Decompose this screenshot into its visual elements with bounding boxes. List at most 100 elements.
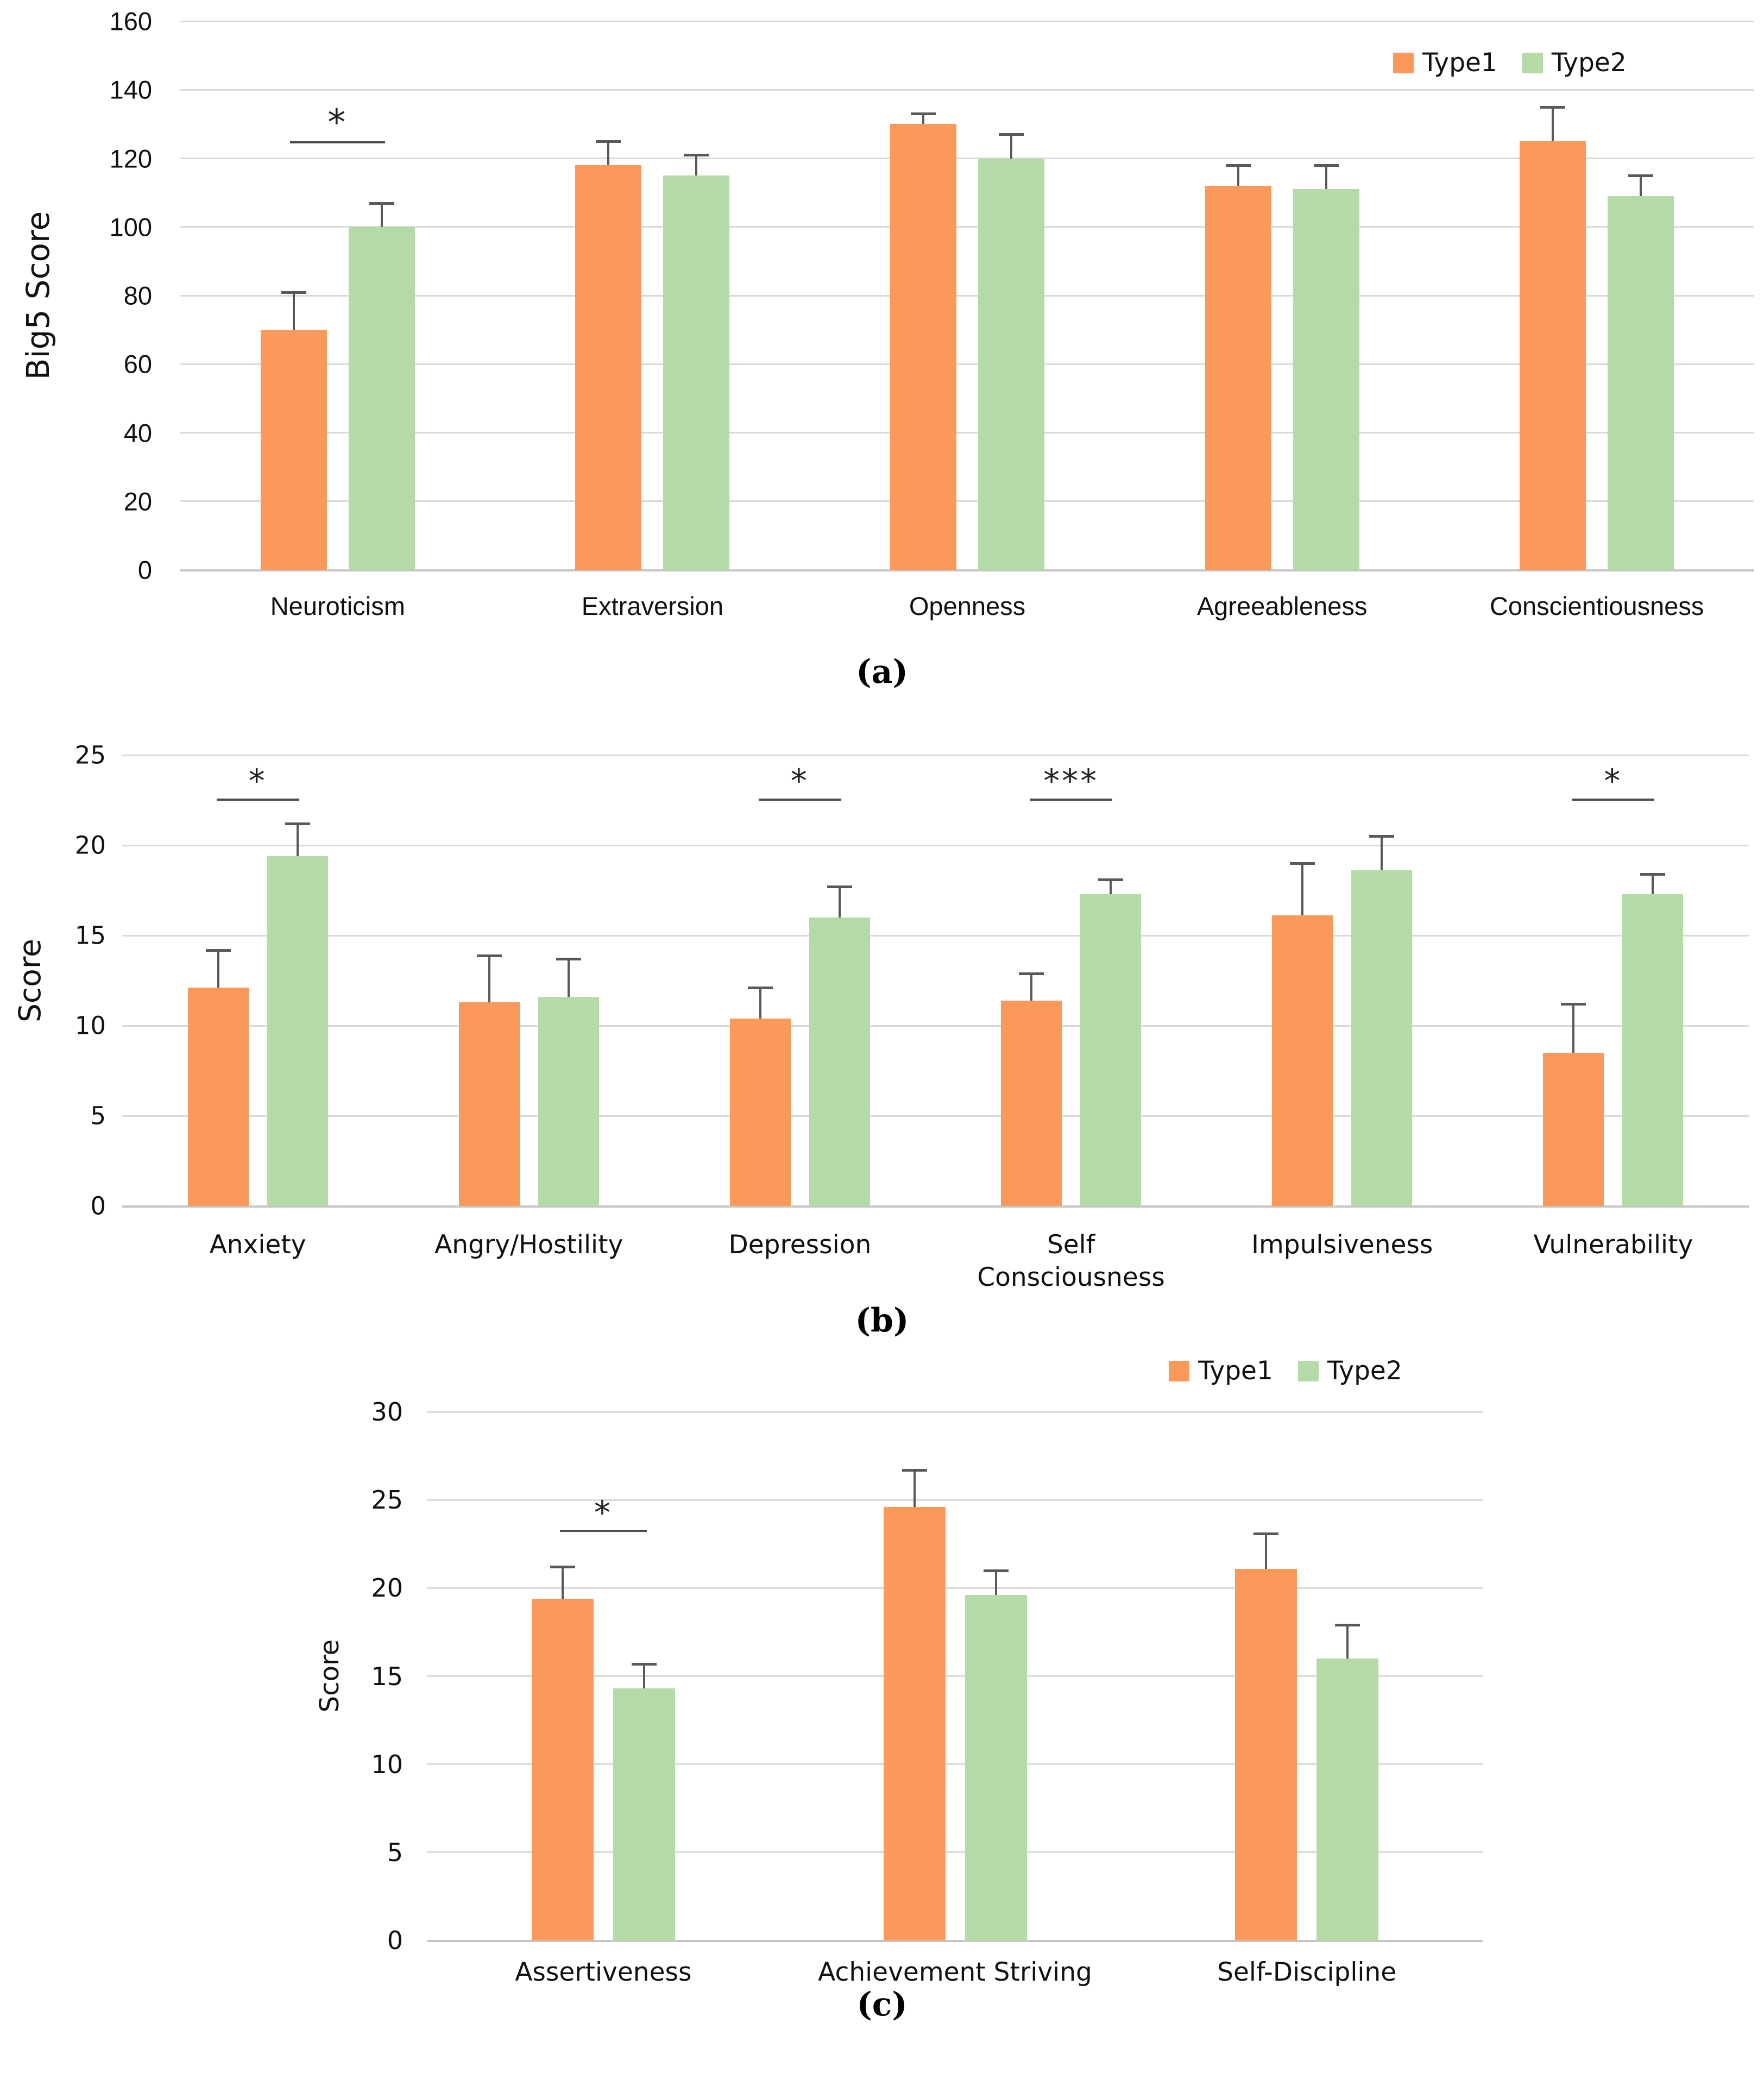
a-error-bar-type2-openness [1010,134,1012,159]
b-y-tick-label-15: 15 [74,921,106,950]
c-error-cap-type1-achievement-striving [902,1469,927,1472]
b-significance-label-self-consciousness: *** [1043,762,1099,801]
c-error-bar-type2-self-discipline [1346,1625,1349,1659]
a-bar-type2-openness [978,158,1044,570]
a-gridline-60 [180,363,1754,365]
b-gridline-15 [122,934,1749,937]
c-gridline-0 [427,1939,1483,1942]
a-significance-label-neuroticism: * [327,101,348,143]
c-y-tick-label-20: 20 [371,1573,403,1603]
a-gridline-80 [180,294,1754,297]
a-y-tick-label-140: 140 [109,75,152,104]
a-bar-type2-neuroticism [348,227,415,570]
c-y-tick-label-5: 5 [387,1837,403,1867]
a-x-category-label-openness: Openness [909,592,1026,620]
panel-caption-a: (a) [856,653,908,691]
a-error-bar-type2-neuroticism [380,203,383,227]
a-bar-type1-openness [890,124,956,570]
b-x-category-label-self-consciousness: Self Consciousness [977,1230,1165,1293]
c-error-bar-type2-achievement-striving [994,1570,997,1595]
b-bar-type1-depression [729,1018,791,1206]
b-error-cap-type2-anxiety [285,822,310,826]
b-significance-label-anxiety: * [248,762,267,801]
b-x-category-label-angry-hostility: Angry/Hostility [434,1230,623,1260]
b-error-cap-type2-self-consciousness [1098,878,1124,882]
a-error-cap-type2-neuroticism [369,202,394,205]
a-significance-line-neuroticism [290,141,386,143]
c-error-bar-type2-assertiveness [642,1663,645,1689]
b-error-cap-type2-impulsiveness [1369,835,1395,838]
a-error-cap-type1-extraversion [596,140,621,143]
b-gridline-0 [122,1205,1749,1208]
b-error-cap-type1-vulnerability [1561,1003,1586,1006]
b-x-category-label-impulsiveness: Impulsiveness [1251,1230,1433,1260]
a-error-bar-type2-agreeableness [1325,165,1327,190]
a-gridline-100 [180,226,1754,228]
c-error-cap-type2-achievement-striving [983,1569,1009,1572]
a-bar-type2-conscientiousness [1608,196,1674,570]
a-y-tick-label-160: 160 [109,7,152,36]
a-y-tick-label-40: 40 [123,418,152,447]
a-y-tick-label-0: 0 [137,555,152,585]
a-gridline-40 [180,432,1754,434]
b-error-bar-type2-anxiety [296,824,299,856]
c-significance-line-assertiveness [559,1530,647,1532]
b-bar-type2-self-consciousness [1080,894,1142,1206]
c-error-bar-type1-achievement-striving [913,1470,916,1507]
b-y-tick-label-0: 0 [90,1191,106,1221]
a-error-bar-type1-openness [922,114,924,124]
a-error-bar-type2-conscientiousness [1640,175,1642,196]
c-error-cap-type2-self-discipline [1335,1624,1360,1627]
c-y-tick-label-10: 10 [371,1749,403,1779]
legend-label-type2: Type2 [1551,48,1627,78]
c-error-bar-type1-assertiveness [561,1567,564,1599]
c-error-cap-type2-assertiveness [631,1662,657,1666]
c-x-category-label-assertiveness: Assertiveness [515,1957,692,1987]
a-bar-type1-conscientiousness [1520,141,1586,570]
y-axis-title-panel-c: Score [314,1639,345,1713]
b-significance-label-vulnerability: * [1604,762,1623,801]
b-error-cap-type1-angry-hostility [476,954,502,957]
b-y-tick-label-5: 5 [90,1101,106,1130]
b-bar-type2-angry-hostility [538,996,599,1206]
legend-label-type1: Type1 [1422,48,1497,78]
b-x-category-label-vulnerability: Vulnerability [1533,1230,1693,1260]
b-gridline-5 [122,1115,1749,1117]
b-gridline-10 [122,1025,1749,1027]
b-error-bar-type1-impulsiveness [1301,863,1304,916]
a-bar-type1-agreeableness [1205,186,1271,570]
c-error-cap-type1-self-discipline [1253,1532,1279,1535]
c-bar-type2-self-discipline [1316,1659,1379,1940]
b-bar-type1-angry-hostility [458,1002,520,1206]
c-bar-type1-self-discipline [1235,1568,1297,1940]
c-gridline-10 [427,1763,1483,1766]
b-error-bar-type1-depression [759,988,761,1019]
a-error-cap-type1-openness [911,112,936,116]
b-significance-line-self-consciousness [1030,798,1113,801]
c-gridline-20 [427,1587,1483,1589]
b-y-tick-label-10: 10 [74,1011,106,1040]
b-y-tick-label-20: 20 [74,831,106,860]
b-error-bar-type1-anxiety [217,950,219,988]
a-error-bar-type2-extraversion [695,155,698,176]
b-error-bar-type2-depression [838,887,841,918]
legend-label-type1: Type1 [1198,1356,1273,1386]
a-bar-type1-extraversion [575,165,642,570]
b-bar-type2-vulnerability [1622,894,1684,1206]
a-x-category-label-conscientiousness: Conscientiousness [1489,592,1704,620]
c-significance-label-assertiveness: * [594,1494,613,1532]
a-error-bar-type1-extraversion [607,141,610,166]
y-axis-title-panel-a: Big5 Score [20,211,56,380]
b-bar-type2-depression [809,917,870,1206]
a-error-cap-type2-openness [999,133,1024,136]
y-axis-title-panel-b: Score [12,938,47,1023]
b-error-bar-type2-impulsiveness [1381,836,1383,871]
a-error-cap-type1-neuroticism [281,291,306,294]
b-error-cap-type1-depression [747,987,773,990]
b-significance-label-depression: * [790,762,809,801]
b-bar-type1-anxiety [187,988,249,1206]
b-error-bar-type1-angry-hostility [488,955,490,1002]
a-error-cap-type2-conscientiousness [1628,174,1654,178]
a-x-category-label-neuroticism: Neuroticism [270,592,405,620]
